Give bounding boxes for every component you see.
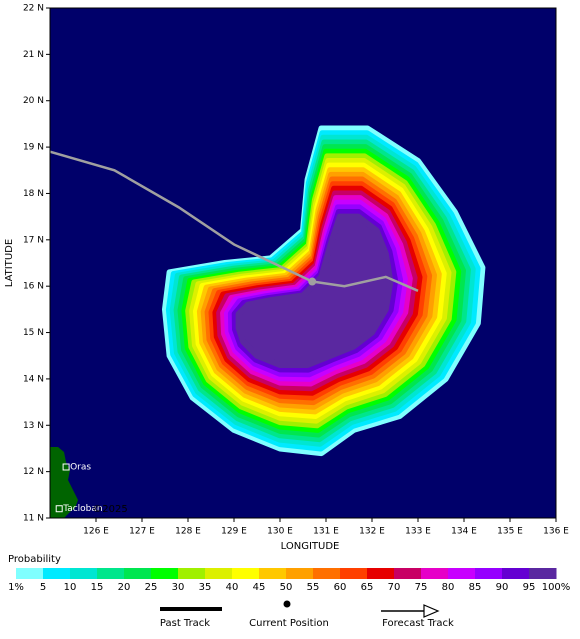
colorbar-swatch bbox=[232, 568, 260, 579]
colorbar-swatch bbox=[286, 568, 314, 579]
colorbar-label: 20 bbox=[118, 582, 131, 593]
colorbar-swatch bbox=[313, 568, 341, 579]
colorbar-swatch bbox=[502, 568, 530, 579]
legend-forecast-arrow bbox=[423, 604, 440, 618]
colorbar-label: 30 bbox=[172, 582, 185, 593]
y-tick-label: 12 N bbox=[23, 467, 44, 477]
y-tick-label: 17 N bbox=[23, 235, 44, 245]
colorbar-label: 100% bbox=[542, 582, 571, 593]
colorbar-swatch bbox=[70, 568, 98, 579]
colorbar-swatch bbox=[43, 568, 71, 579]
colorbar-label: 45 bbox=[253, 582, 266, 593]
colorbar-label: 5 bbox=[40, 582, 46, 593]
place-marker bbox=[62, 463, 70, 471]
colorbar-swatch bbox=[205, 568, 233, 579]
colorbar-swatch bbox=[16, 568, 44, 579]
colorbar-swatch bbox=[394, 568, 422, 579]
colorbar-label: 15 bbox=[91, 582, 104, 593]
colorbar-swatch bbox=[97, 568, 125, 579]
y-tick-label: 15 N bbox=[23, 328, 44, 338]
colorbar-label: 95 bbox=[523, 582, 536, 593]
place-marker bbox=[55, 505, 63, 513]
colorbar-label: 85 bbox=[469, 582, 482, 593]
map-layer: Oras Tacloban©2025 bbox=[50, 125, 486, 518]
past-track bbox=[50, 150, 313, 283]
colorbar-title: Probability bbox=[8, 554, 61, 565]
y-tick-label: 13 N bbox=[23, 421, 44, 431]
y-tick-label: 22 N bbox=[23, 4, 44, 14]
x-tick-label: 129 E bbox=[221, 527, 247, 537]
colorbar-swatch bbox=[151, 568, 179, 579]
colorbar-swatch bbox=[340, 568, 368, 579]
colorbar-label: 25 bbox=[145, 582, 158, 593]
colorbar-label: 70 bbox=[388, 582, 401, 593]
colorbar-label: 65 bbox=[361, 582, 374, 593]
y-axis-title: LATITUDE bbox=[4, 239, 15, 287]
y-tick-label: 14 N bbox=[23, 374, 44, 384]
colorbar-swatch bbox=[124, 568, 152, 579]
y-tick-label: 11 N bbox=[23, 514, 44, 524]
colorbar-swatch bbox=[475, 568, 503, 579]
colorbar-swatch bbox=[529, 568, 557, 579]
place-label: Oras bbox=[70, 463, 91, 473]
x-tick-label: 131 E bbox=[313, 527, 339, 537]
x-tick-label: 134 E bbox=[451, 527, 477, 537]
legend-label: Forecast Track bbox=[382, 618, 454, 629]
y-tick-label: 19 N bbox=[23, 143, 44, 153]
watermark: ©2025 bbox=[92, 504, 127, 515]
colorbar-label: 35 bbox=[199, 582, 212, 593]
colorbar-label: 1% bbox=[8, 582, 24, 593]
colorbar-label: 80 bbox=[442, 582, 455, 593]
x-tick-label: 127 E bbox=[129, 527, 155, 537]
y-tick-label: 16 N bbox=[23, 282, 44, 292]
x-tick-label: 133 E bbox=[405, 527, 431, 537]
y-tick-label: 20 N bbox=[23, 96, 44, 106]
y-tick-label: 21 N bbox=[23, 50, 44, 60]
colorbar-label: 90 bbox=[496, 582, 509, 593]
colorbar-label: 10 bbox=[64, 582, 77, 593]
x-tick-label: 135 E bbox=[497, 527, 523, 537]
colorbar-swatch bbox=[421, 568, 449, 579]
colorbar-label: 60 bbox=[334, 582, 347, 593]
current-position bbox=[308, 277, 317, 286]
land bbox=[50, 447, 78, 518]
probability-band bbox=[235, 213, 394, 368]
legend-label: Past Track bbox=[160, 618, 210, 629]
x-tick-label: 132 E bbox=[359, 527, 385, 537]
forecast-track bbox=[312, 275, 419, 292]
x-tick-label: 136 E bbox=[543, 527, 569, 537]
colorbar-label: 40 bbox=[226, 582, 239, 593]
colorbar-swatch bbox=[448, 568, 476, 579]
place-label: Tacloban bbox=[62, 504, 102, 514]
colorbar-label: 50 bbox=[280, 582, 293, 593]
x-axis-title: LONGITUDE bbox=[281, 541, 340, 552]
colorbar-swatch bbox=[178, 568, 206, 579]
x-tick-label: 126 E bbox=[83, 527, 109, 537]
colorbar-swatch bbox=[367, 568, 395, 579]
colorbar-label: 75 bbox=[415, 582, 428, 593]
x-tick-label: 128 E bbox=[175, 527, 201, 537]
legend-label: Current Position bbox=[249, 618, 329, 629]
y-tick-label: 18 N bbox=[23, 189, 44, 199]
plot-frame bbox=[49, 7, 557, 519]
legend-current-dot bbox=[283, 600, 291, 608]
x-tick-label: 130 E bbox=[267, 527, 293, 537]
colorbar-swatch bbox=[259, 568, 287, 579]
colorbar-label: 55 bbox=[307, 582, 320, 593]
